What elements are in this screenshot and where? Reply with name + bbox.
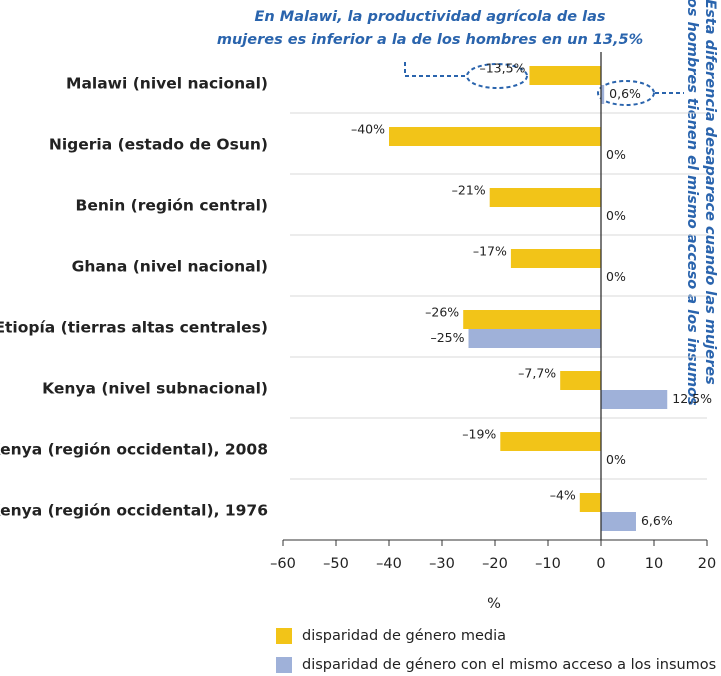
value-label: –40% [351,122,385,137]
bar [389,127,601,146]
value-label: –25% [430,330,464,345]
legend-label: disparidad de género media [302,628,506,644]
value-label: 0% [606,208,626,223]
bar [500,432,601,451]
value-label: 12,5% [672,391,712,406]
category-label: Malawi (nivel nacional) [66,75,268,93]
x-tick-label: –60 [270,556,296,572]
bar [560,371,601,390]
callouts [404,62,684,106]
x-tick-label: –30 [429,556,455,572]
category-label: Kenya (región occidental), 2008 [0,441,268,459]
bar [510,249,601,268]
annotation-line: En Malawi, la productividad agrícola de … [255,9,606,25]
bar [489,188,601,207]
bar [463,310,601,329]
value-label: 0% [606,147,626,162]
legend-swatch [276,628,292,644]
category-label: Ghana (nivel nacional) [72,258,268,276]
value-label: –17% [473,244,507,259]
annotation-line: mujeres es inferior a la de los hombres … [217,32,643,48]
x-tick-label: –50 [323,556,349,572]
x-tick-label: 10 [645,556,663,572]
value-label: 0% [606,269,626,284]
bar [601,512,636,531]
annotation-line: Esta diferencia desaparece cuando las mu… [702,0,718,385]
x-tick-label: 20 [698,556,716,572]
annotation-line: y los hombres tienen el mismo acceso a l… [684,0,700,406]
value-label: 0,6% [609,86,641,101]
value-label: –19% [462,427,496,442]
value-label: 0% [606,452,626,467]
x-tick-label: 0 [596,556,605,572]
callout-ellipse [466,63,528,89]
legend-swatch [276,657,292,673]
callout-ellipse [597,80,655,106]
value-label: 6,6% [641,513,673,528]
x-axis-label: % [487,596,501,612]
value-label: –7,7% [518,366,556,381]
bar [579,493,601,512]
legend-label: disparidad de género con el mismo acceso… [302,657,716,673]
bar [601,85,605,104]
category-label: Etiopía (tierras altas centrales) [0,319,268,337]
bar [529,66,601,85]
value-label: –21% [452,183,486,198]
x-tick-label: –10 [535,556,561,572]
value-label: –4% [550,488,576,503]
bar [468,329,601,348]
category-label: Nigeria (estado de Osun) [49,136,268,154]
callout-line [404,62,466,77]
category-label: Benin (región central) [76,197,268,215]
category-label: Kenya (nivel subnacional) [42,380,268,398]
category-label: Kenya (región occidental), 1976 [0,502,268,520]
x-tick-label: –20 [482,556,508,572]
value-label: –26% [425,305,459,320]
x-tick-label: –40 [376,556,402,572]
value-label: –13,5% [479,61,525,76]
bar [601,390,668,409]
